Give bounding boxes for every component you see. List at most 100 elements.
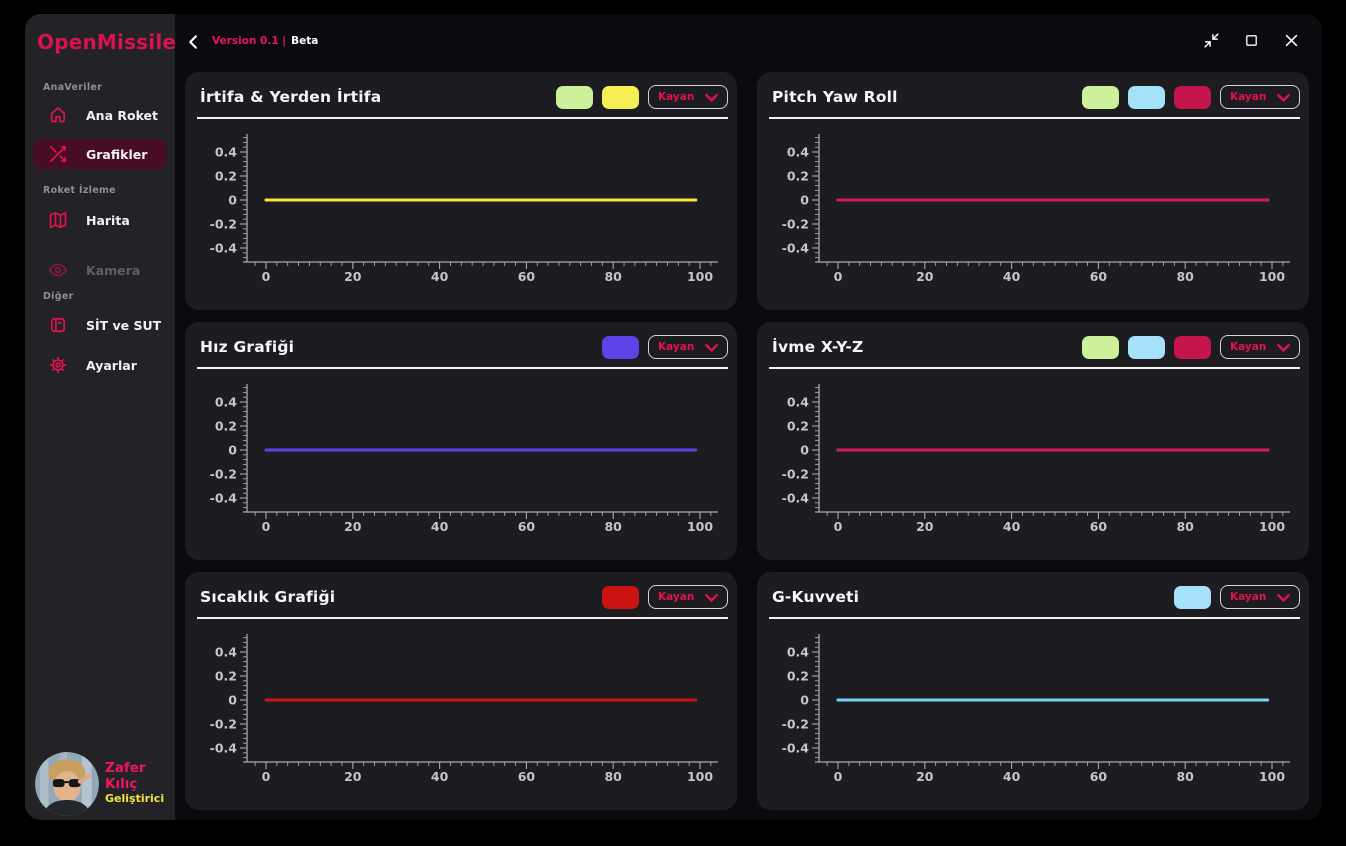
chart-panel-g-kuvveti: G-Kuvveti Kayan 0.4 0.2 0 -0.2 -0.4 0 20 40 60 80 10… bbox=[757, 572, 1309, 810]
sidebar-item-label: Ana Roket bbox=[86, 107, 159, 123]
chevron-down-icon bbox=[1277, 593, 1290, 602]
svg-text:20: 20 bbox=[916, 769, 934, 784]
chart-plot: 0.4 0.2 0 -0.2 -0.4 0 20 40 60 80 100 bbox=[210, 634, 718, 784]
window-control-maximize[interactable] bbox=[1244, 33, 1259, 48]
chart-title: İrtifa & Yerden İrtifa bbox=[200, 88, 382, 106]
svg-text:0.4: 0.4 bbox=[787, 395, 809, 410]
chart-divider bbox=[769, 617, 1300, 619]
chart-mode-dropdown[interactable]: Kayan bbox=[648, 335, 728, 359]
map-icon bbox=[49, 212, 67, 229]
chart-mode-dropdown[interactable]: Kayan bbox=[1220, 335, 1300, 359]
chevron-down-icon bbox=[1277, 93, 1290, 102]
svg-text:80: 80 bbox=[1176, 769, 1194, 784]
chart-header: Hız Grafiği Kayan bbox=[200, 334, 728, 360]
svg-text:-0.2: -0.2 bbox=[210, 717, 237, 732]
chart-header: Pitch Yaw Roll Kayan bbox=[772, 84, 1300, 110]
chart-header: İvme X-Y-Z Kayan bbox=[772, 334, 1300, 360]
beta-badge: Beta bbox=[291, 35, 319, 47]
chevron-down-icon bbox=[705, 93, 718, 102]
chart-mode-dropdown[interactable]: Kayan bbox=[648, 85, 728, 109]
back-button[interactable] bbox=[185, 33, 203, 51]
sidebar-item-label: Harita bbox=[86, 212, 130, 228]
svg-text:60: 60 bbox=[1090, 519, 1108, 534]
svg-text:40: 40 bbox=[431, 519, 449, 534]
chart-divider bbox=[769, 117, 1300, 119]
window-control-compress[interactable] bbox=[1203, 32, 1220, 49]
chart-header: İrtifa & Yerden İrtifa Kayan bbox=[200, 84, 728, 110]
sidebar-section-label: AnaVeriler bbox=[43, 82, 103, 93]
charts-grid: İrtifa & Yerden İrtifa Kayan 0.4 0.2 0 -0.2 -0… bbox=[185, 72, 1309, 810]
svg-text:0: 0 bbox=[800, 193, 809, 208]
svg-text:-0.4: -0.4 bbox=[210, 241, 238, 256]
sidebar-item-label: SİT ve SUT bbox=[86, 317, 162, 333]
chart-mode-dropdown-value: Kayan bbox=[1230, 341, 1267, 353]
chart-plot: 0.4 0.2 0 -0.2 -0.4 0 20 40 60 80 100 bbox=[782, 384, 1290, 534]
legend-swatch bbox=[556, 85, 593, 109]
svg-text:-0.4: -0.4 bbox=[210, 741, 238, 756]
svg-text:60: 60 bbox=[518, 269, 536, 284]
svg-text:-0.2: -0.2 bbox=[782, 217, 809, 232]
sidebar-item-si-t-ve-sut[interactable]: SİT ve SUT bbox=[33, 310, 167, 340]
maximize-icon bbox=[1246, 35, 1257, 46]
user-name: Zafer Kılıç bbox=[105, 760, 146, 792]
chart-header-controls: Kayan bbox=[602, 335, 728, 359]
svg-text:-0.2: -0.2 bbox=[782, 717, 809, 732]
svg-text:20: 20 bbox=[344, 269, 362, 284]
chart-plot: 0.4 0.2 0 -0.2 -0.4 0 20 40 60 80 100 bbox=[782, 134, 1290, 284]
sidebar-item-label: Ayarlar bbox=[86, 357, 137, 373]
legend-swatch bbox=[602, 335, 639, 359]
chevron-left-icon bbox=[189, 35, 197, 49]
svg-text:-0.2: -0.2 bbox=[210, 467, 237, 482]
sidebar-item-grafikler[interactable]: Grafikler bbox=[33, 139, 167, 169]
sidebar-item-kamera[interactable]: Kamera bbox=[33, 255, 167, 285]
svg-text:0.2: 0.2 bbox=[215, 419, 237, 434]
chart-panel-pitch-yaw-roll: Pitch Yaw Roll Kayan 0.4 0.2 0 -0.2 -0.4 0 20 40 6… bbox=[757, 72, 1309, 310]
chart-mode-dropdown[interactable]: Kayan bbox=[648, 585, 728, 609]
svg-text:-0.4: -0.4 bbox=[210, 491, 238, 506]
chart-mode-dropdown[interactable]: Kayan bbox=[1220, 85, 1300, 109]
chart-mode-dropdown[interactable]: Kayan bbox=[1220, 585, 1300, 609]
chart-panel-hiz: Hız Grafiği Kayan 0.4 0.2 0 -0.2 -0.4 0 20 40 60 80… bbox=[185, 322, 737, 560]
svg-text:-0.4: -0.4 bbox=[782, 741, 810, 756]
legend-swatch bbox=[602, 85, 639, 109]
svg-text:0: 0 bbox=[834, 769, 843, 784]
user-role: Geliştirici bbox=[105, 792, 165, 805]
sidebar-item-ayarlar[interactable]: Ayarlar bbox=[33, 350, 167, 380]
svg-text:40: 40 bbox=[431, 769, 449, 784]
sidebar-item-ana-roket[interactable]: Ana Roket bbox=[33, 100, 167, 130]
chevron-down-icon bbox=[705, 343, 718, 352]
main-area: Version 0.1 | Beta İrtifa & Yerden İrtif… bbox=[175, 14, 1322, 820]
svg-text:0: 0 bbox=[228, 693, 237, 708]
svg-text:100: 100 bbox=[687, 769, 713, 784]
window-controls bbox=[1203, 32, 1300, 49]
svg-text:0.4: 0.4 bbox=[787, 145, 809, 160]
sidebar: OpenMissile AnaVeriler Ana Roket Grafikler… bbox=[25, 14, 176, 820]
svg-text:60: 60 bbox=[518, 519, 536, 534]
chart-header-controls: Kayan bbox=[1174, 585, 1300, 609]
svg-text:20: 20 bbox=[916, 269, 934, 284]
legend-swatch bbox=[1174, 85, 1211, 109]
svg-text:0: 0 bbox=[228, 443, 237, 458]
sidebar-item-harita[interactable]: Harita bbox=[33, 205, 167, 235]
app-window: OpenMissile AnaVeriler Ana Roket Grafikler… bbox=[25, 14, 1322, 820]
svg-text:0.2: 0.2 bbox=[787, 419, 809, 434]
svg-text:0.4: 0.4 bbox=[215, 645, 237, 660]
chevron-down-icon bbox=[705, 593, 718, 602]
chart-header-controls: Kayan bbox=[602, 585, 728, 609]
legend-swatch bbox=[1128, 85, 1165, 109]
svg-text:100: 100 bbox=[1259, 519, 1285, 534]
svg-text:100: 100 bbox=[687, 269, 713, 284]
svg-text:0: 0 bbox=[262, 519, 271, 534]
chart-divider bbox=[197, 617, 728, 619]
window-control-close[interactable] bbox=[1283, 32, 1300, 49]
svg-text:0: 0 bbox=[834, 519, 843, 534]
chart-mode-dropdown-value: Kayan bbox=[658, 591, 695, 603]
chart-title: Sıcaklık Grafiği bbox=[200, 588, 336, 606]
chart-panel-irtifa: İrtifa & Yerden İrtifa Kayan 0.4 0.2 0 -0.2 -0… bbox=[185, 72, 737, 310]
svg-text:40: 40 bbox=[431, 269, 449, 284]
home-icon bbox=[50, 107, 66, 123]
svg-text:0: 0 bbox=[800, 443, 809, 458]
sidebar-section-label: Roket İzleme bbox=[43, 185, 116, 196]
chart-mode-dropdown-value: Kayan bbox=[658, 91, 695, 103]
legend-swatch bbox=[1174, 335, 1211, 359]
